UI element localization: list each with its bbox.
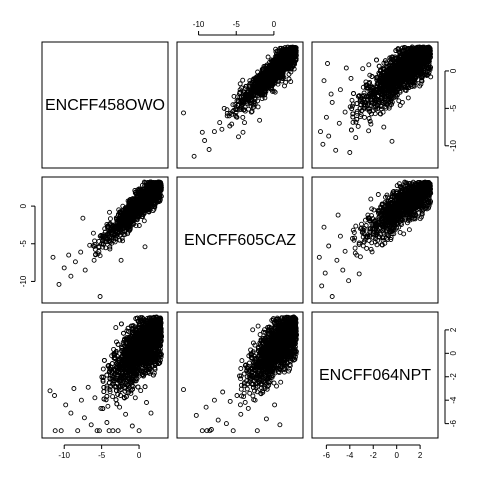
data-point	[286, 76, 292, 82]
panel-1-2-frame	[176, 41, 304, 169]
left-axis-tick-label: -10	[19, 275, 28, 287]
right-axis-tick-label: 0	[449, 68, 458, 73]
bottom-axis-tick-label: 2	[418, 451, 423, 460]
data-point	[272, 89, 278, 95]
diagonal-label-3: ENCFF064NPT	[319, 367, 431, 384]
points-layer	[47, 44, 434, 434]
right-axis-tick-label: 2	[449, 327, 458, 332]
panel-3-2-frame	[176, 311, 304, 439]
right-axis-tick-label: 0	[449, 351, 458, 356]
right-axis-tick-label: -6	[449, 420, 458, 428]
data-point	[237, 87, 243, 93]
panel-1-2-points	[181, 44, 299, 159]
data-point	[227, 111, 233, 116]
bottom-axis-tick-label: 0	[137, 451, 142, 460]
panel-2-3-frame	[311, 176, 439, 304]
diagonal-label-1: ENCFF458OWO	[45, 97, 165, 114]
bottom-axis-tick-label: -2	[370, 451, 378, 460]
bottom-axis-tick-label: 0	[394, 451, 399, 460]
axes-layer: -10 -5 0 -10 -5 0 -6 -4 -2 0 2 -10 -5 0 -10 -5 0 -6 -4 -2 0 2	[19, 20, 458, 460]
right-axis-tick-label: -10	[449, 139, 458, 151]
right-axis-tick-label: -2	[449, 373, 458, 381]
right-axis-tick-label: -5	[449, 104, 458, 112]
panel-1-3-frame	[311, 41, 439, 169]
panel-2-1-frame	[41, 176, 169, 304]
left-axis-tick-label: -5	[19, 240, 28, 248]
panel-1-1-frame	[41, 41, 169, 169]
top-axis-tick-label: -10	[193, 20, 205, 29]
diagonal-label-2: ENCFF605CAZ	[184, 232, 296, 249]
bottom-axis-tick-label: -4	[346, 451, 354, 460]
top-axis-tick-label: 0	[272, 20, 277, 29]
data-point	[282, 83, 287, 89]
panel-3-3-frame	[311, 311, 439, 439]
top-axis-tick-label: -5	[233, 20, 241, 29]
panel-2-2-frame	[176, 176, 304, 304]
panel-3-1-frame	[41, 311, 169, 439]
bottom-axis-tick-label: -5	[98, 451, 106, 460]
data-point	[248, 109, 254, 115]
left-axis-tick-label: 0	[19, 203, 28, 208]
bottom-axis-tick-label: -10	[58, 451, 70, 460]
bottom-axis-tick-label: -6	[323, 451, 331, 460]
right-axis-tick-label: -4	[449, 396, 458, 404]
data-point	[240, 114, 246, 120]
